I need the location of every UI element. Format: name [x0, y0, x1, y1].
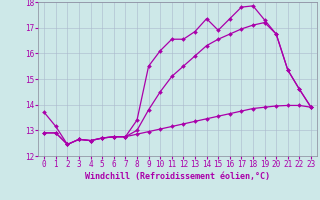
X-axis label: Windchill (Refroidissement éolien,°C): Windchill (Refroidissement éolien,°C)	[85, 172, 270, 181]
